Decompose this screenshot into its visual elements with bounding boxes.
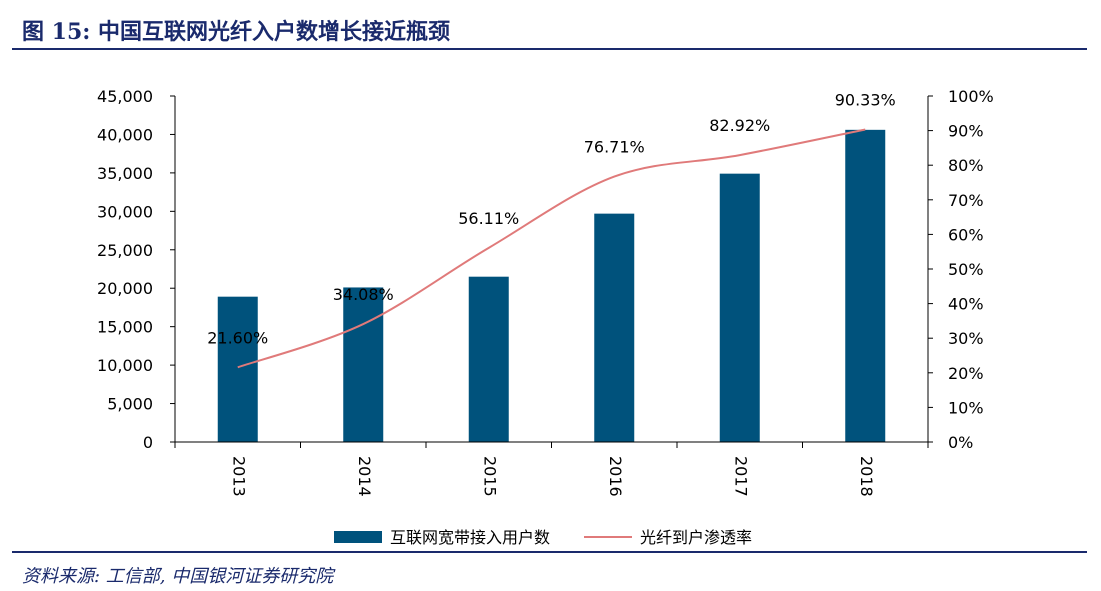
left-axis: 0 5,000 10,000 15,000 20,000 25,000 30,000 35,0…: [97, 87, 176, 452]
right-tick-label: 0%: [948, 433, 973, 452]
x-tick-label-2014: 2014: [355, 456, 374, 497]
x-tick-label-2017: 2017: [731, 456, 750, 497]
right-tick-label: 60%: [948, 225, 984, 244]
left-tick-label: 40,000: [97, 125, 153, 144]
line-label-2018: 90.33%: [835, 90, 896, 109]
bar-2018: [845, 129, 886, 442]
left-tick-label: 15,000: [97, 318, 153, 337]
left-tick-label: 35,000: [97, 164, 153, 183]
right-tick-label: 70%: [948, 191, 984, 210]
right-tick-label: 80%: [948, 156, 984, 175]
left-tick-label: 0: [143, 433, 153, 452]
legend-label-line: 光纤到户渗透率: [640, 528, 752, 547]
title-rule: [12, 48, 1087, 50]
x-axis: 2013 2014 2015 2016 2017 2018: [174, 441, 929, 497]
footer-rule: [12, 551, 1087, 553]
left-tick-label: 25,000: [97, 241, 153, 260]
x-tick-label-2013: 2013: [229, 456, 248, 497]
source-note: 资料来源: 工信部, 中国银河证券研究院: [22, 566, 334, 587]
x-tick-label-2018: 2018: [857, 456, 876, 497]
right-tick-label: 100%: [948, 87, 994, 106]
line-data-labels: 21.60% 34.08% 56.11% 76.71% 82.92% 90.33%: [207, 90, 896, 347]
line-series: [237, 128, 866, 369]
left-tick-label: 5,000: [107, 395, 153, 414]
line-label-2015: 56.11%: [458, 209, 519, 228]
right-tick-label: 10%: [948, 398, 984, 417]
right-axis: 0% 10% 20% 30% 40% 50% 60% 70% 80% 90% 100%: [927, 87, 994, 452]
legend: 互联网宽带接入用户数 光纤到户渗透率: [334, 528, 752, 547]
x-tick-label-2015: 2015: [480, 456, 499, 497]
bar-2017: [719, 173, 760, 442]
line-label-2013: 21.60%: [207, 328, 268, 347]
left-tick-label: 45,000: [97, 87, 153, 106]
figure-title: 图 15: 中国互联网光纤入户数增长接近瓶颈: [22, 19, 451, 45]
right-tick-label: 50%: [948, 260, 984, 279]
bar-series: [217, 129, 886, 442]
line-label-2017: 82.92%: [709, 116, 770, 135]
bar-2016: [594, 213, 635, 442]
bar-2015: [468, 276, 509, 442]
right-tick-label: 30%: [948, 329, 984, 348]
x-tick-label-2016: 2016: [606, 456, 625, 497]
left-tick-label: 30,000: [97, 202, 153, 221]
left-tick-label: 20,000: [97, 279, 153, 298]
line-label-2014: 34.08%: [333, 285, 394, 304]
legend-swatch-bar: [334, 531, 382, 543]
line-label-2016: 76.71%: [584, 138, 645, 157]
bar-2013: [217, 296, 258, 442]
legend-label-bar: 互联网宽带接入用户数: [390, 528, 550, 547]
right-tick-label: 20%: [948, 364, 984, 383]
right-tick-label: 90%: [948, 122, 984, 141]
penetration-line: [237, 128, 866, 369]
bar-2014: [343, 287, 384, 442]
left-tick-label: 10,000: [97, 356, 153, 375]
right-tick-label: 40%: [948, 295, 984, 314]
